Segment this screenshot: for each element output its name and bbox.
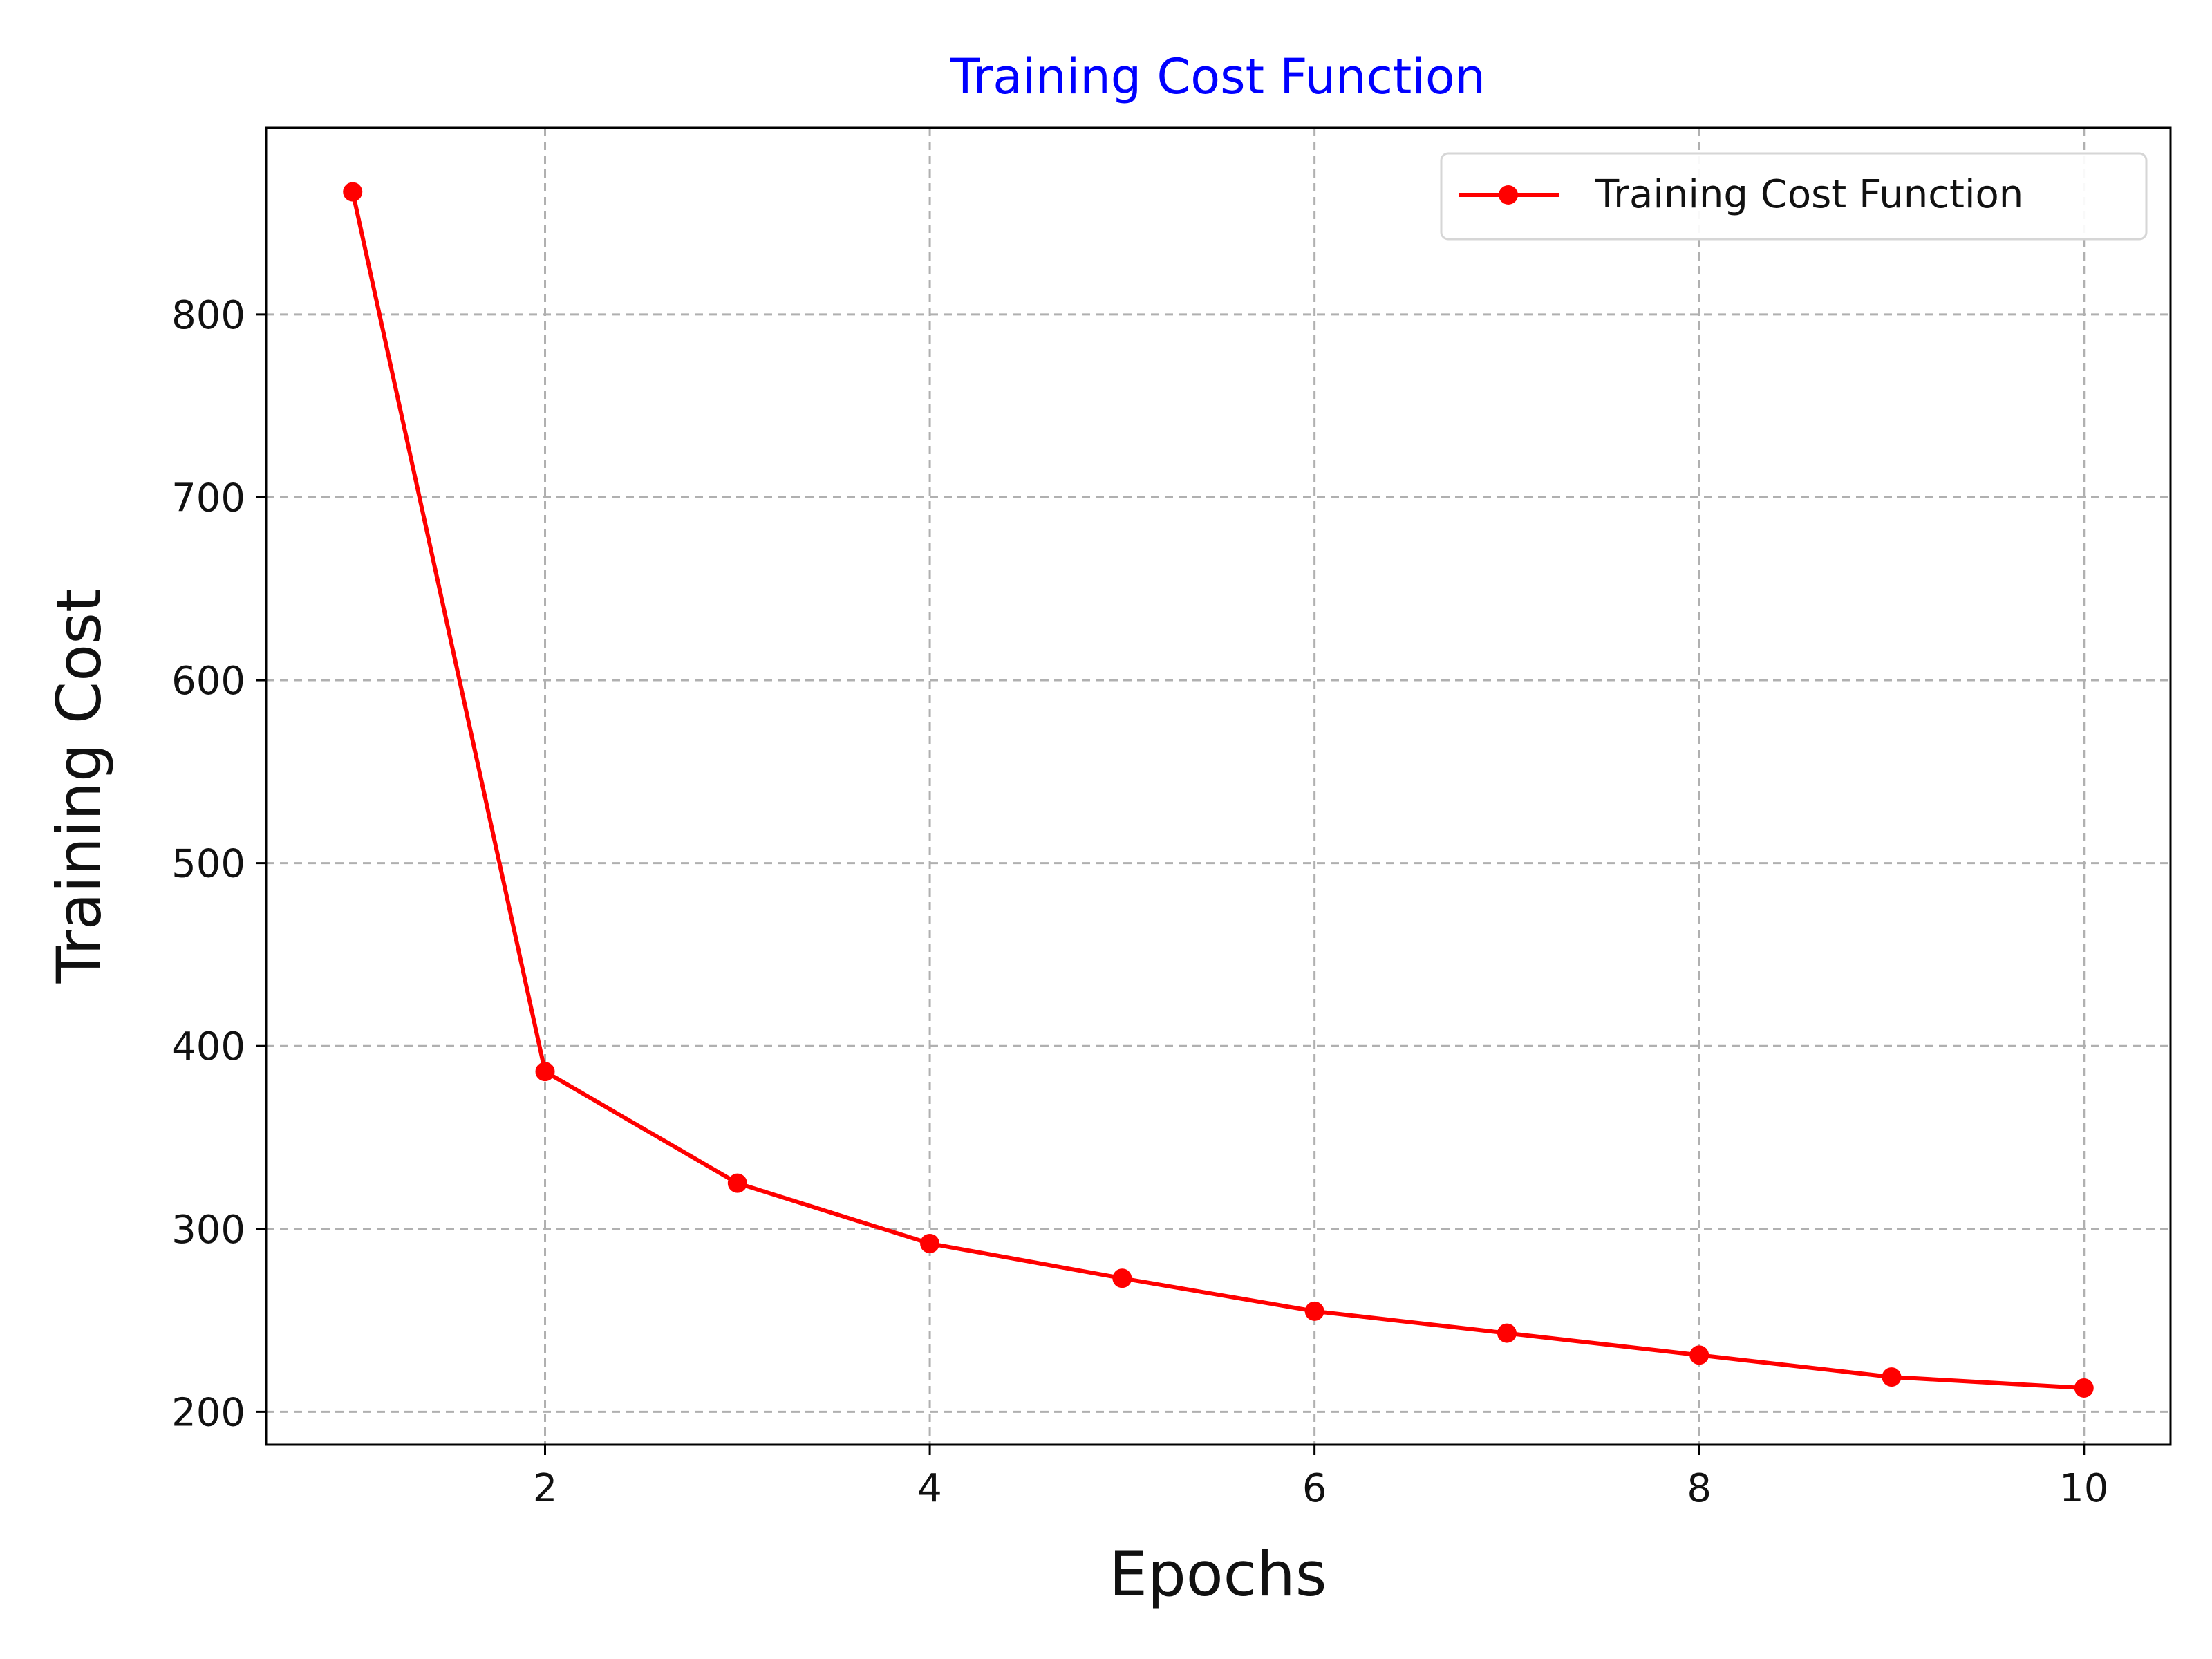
series-line-0 (350, 189, 2086, 1390)
x-tick-label: 2 (533, 1466, 558, 1511)
grid-layer (266, 128, 2171, 1445)
y-axis-title: Training Cost (44, 589, 115, 984)
data-point (1304, 1301, 1324, 1321)
x-tick-label: 10 (2059, 1466, 2108, 1511)
y-tick-label: 500 (171, 842, 245, 887)
x-axis-title: Epochs (1109, 1539, 1327, 1610)
y-tick-label: 800 (171, 293, 245, 338)
data-point (1112, 1268, 1132, 1288)
data-point (727, 1173, 747, 1193)
tick-layer: 2 4 6 8 10 200 300 400 500 600 700 800 (171, 293, 2108, 1511)
legend-series-marker (1499, 185, 1518, 205)
x-tick-label: 4 (917, 1466, 942, 1511)
y-tick-label: 200 (171, 1390, 245, 1435)
data-point (535, 1062, 555, 1082)
data-point (343, 182, 363, 202)
y-tick-label: 600 (171, 659, 245, 704)
legend-label: Training Cost Function (1595, 172, 2023, 217)
series-layer (343, 182, 2094, 1398)
data-point (1689, 1345, 1709, 1365)
y-tick-label: 400 (171, 1024, 245, 1069)
legend: Training Cost Function (1440, 152, 2148, 241)
data-point (2074, 1378, 2094, 1398)
x-tick-label: 8 (1687, 1466, 1712, 1511)
chart-title: Training Cost Function (950, 48, 1485, 105)
data-point (1497, 1323, 1517, 1343)
y-tick-label: 700 (171, 476, 245, 521)
x-tick-label: 6 (1302, 1466, 1327, 1511)
data-point (920, 1233, 940, 1253)
data-point (1882, 1367, 1902, 1387)
y-tick-label: 300 (171, 1208, 245, 1253)
legend-box (1440, 152, 2148, 241)
plot-area-frame (265, 126, 2172, 1446)
